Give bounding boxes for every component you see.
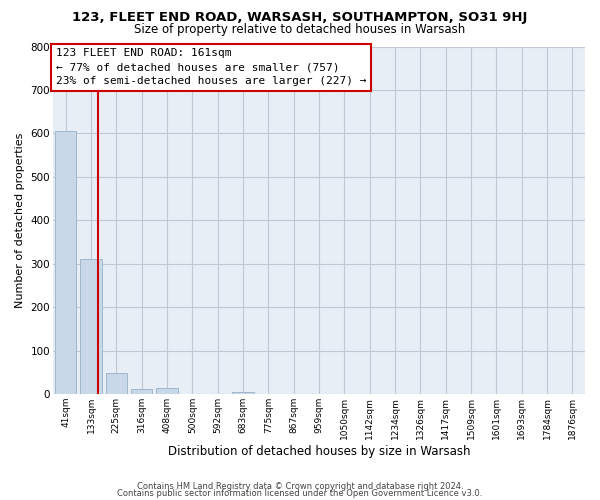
Text: 123, FLEET END ROAD, WARSASH, SOUTHAMPTON, SO31 9HJ: 123, FLEET END ROAD, WARSASH, SOUTHAMPTO… — [73, 11, 527, 24]
Bar — [80, 260, 102, 394]
Y-axis label: Number of detached properties: Number of detached properties — [15, 132, 25, 308]
X-axis label: Distribution of detached houses by size in Warsash: Distribution of detached houses by size … — [168, 444, 470, 458]
Text: Contains public sector information licensed under the Open Government Licence v3: Contains public sector information licen… — [118, 490, 482, 498]
Text: 123 FLEET END ROAD: 161sqm
← 77% of detached houses are smaller (757)
23% of sem: 123 FLEET END ROAD: 161sqm ← 77% of deta… — [56, 48, 366, 86]
Bar — [55, 131, 76, 394]
Bar — [106, 373, 127, 394]
Text: Size of property relative to detached houses in Warsash: Size of property relative to detached ho… — [134, 22, 466, 36]
Bar — [232, 392, 254, 394]
Bar — [131, 390, 152, 394]
Bar — [156, 388, 178, 394]
Text: Contains HM Land Registry data © Crown copyright and database right 2024.: Contains HM Land Registry data © Crown c… — [137, 482, 463, 491]
